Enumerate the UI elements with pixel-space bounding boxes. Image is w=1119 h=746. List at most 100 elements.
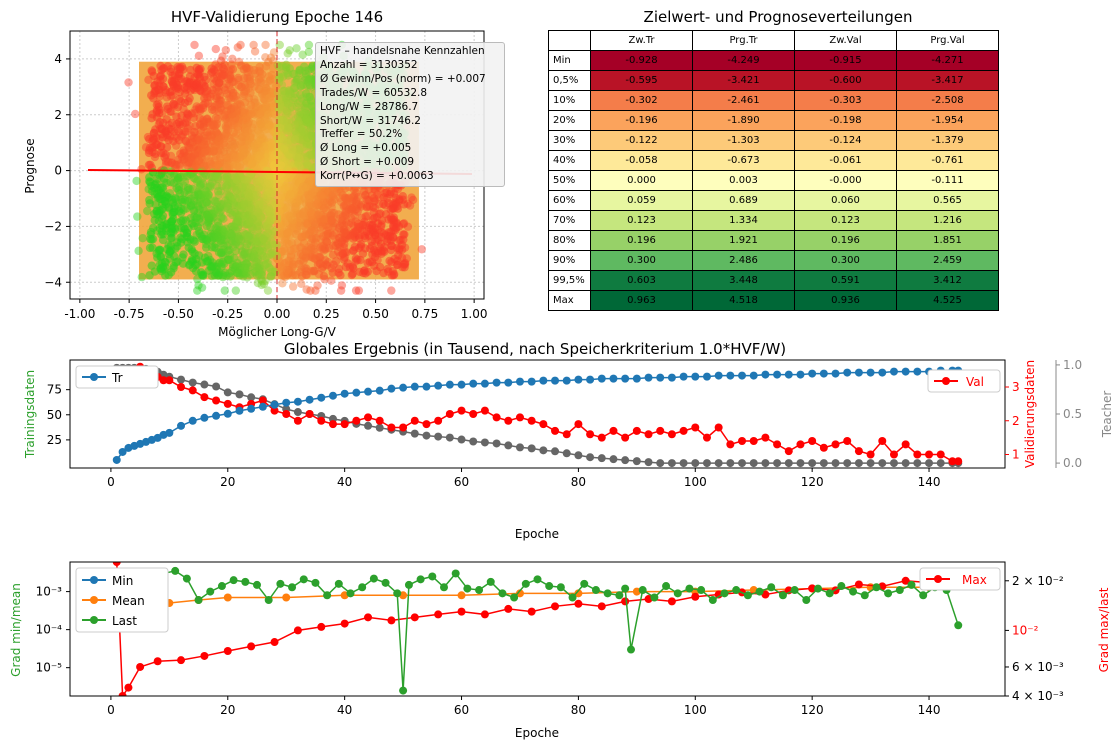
point-tr xyxy=(189,417,197,425)
point-last xyxy=(627,646,635,654)
tick-label: 80 xyxy=(571,703,586,717)
table-cell: -0.303 xyxy=(795,91,897,111)
table-cell: -4.271 xyxy=(897,51,999,71)
scatter-point xyxy=(182,137,190,145)
scatter-point xyxy=(267,272,275,280)
point-last xyxy=(276,580,284,588)
point-val xyxy=(598,434,606,442)
scatter-point xyxy=(197,232,205,240)
scatter-point xyxy=(234,216,242,224)
point-val xyxy=(282,410,290,418)
point-tr xyxy=(867,369,875,377)
scatter-point xyxy=(232,247,240,255)
scatter-point xyxy=(154,192,162,200)
scatter-point xyxy=(312,200,320,208)
table-header-row: Zw.Tr Prg.Tr Zw.Val Prg.Val xyxy=(549,31,999,51)
point-last xyxy=(908,581,916,589)
scatter-point xyxy=(245,232,253,240)
point-last xyxy=(417,575,425,583)
scatter-point xyxy=(284,71,292,79)
point-val xyxy=(551,427,559,435)
scatter-point xyxy=(216,104,224,112)
point-val xyxy=(633,427,641,435)
point-teacher xyxy=(785,459,793,467)
scatter-point xyxy=(230,208,238,216)
table-cell: -0.600 xyxy=(795,71,897,91)
point-val xyxy=(761,434,769,442)
table-row-label: 70% xyxy=(549,211,591,231)
tick-label: 10⁻⁴ xyxy=(36,623,63,637)
scatter-point xyxy=(250,66,258,74)
scatter-point xyxy=(303,159,311,167)
point-teacher xyxy=(750,459,758,467)
scatter-point xyxy=(159,64,167,72)
scatter-point xyxy=(317,191,325,199)
point-last xyxy=(709,596,717,604)
scatter-point xyxy=(202,171,210,179)
scatter-point xyxy=(368,221,376,229)
point-teacher xyxy=(645,458,653,466)
info-line: Short/W = 31746.2 xyxy=(320,115,500,129)
point-teacher xyxy=(761,459,769,467)
table-col-header: Prg.Tr xyxy=(693,31,795,51)
point-last xyxy=(183,575,191,583)
table-cell: 4.525 xyxy=(897,291,999,311)
legend-val-label: Val xyxy=(966,375,984,389)
point-val xyxy=(703,434,711,442)
tick-label: 10⁻³ xyxy=(36,585,63,599)
scatter-point xyxy=(256,130,264,138)
point-val xyxy=(469,410,477,418)
tick-label: 1.0 xyxy=(1063,358,1082,372)
table-cell: -0.124 xyxy=(795,131,897,151)
point-tr xyxy=(621,375,629,383)
legend-val: Val xyxy=(928,370,1000,392)
point-max xyxy=(387,616,395,624)
point-tr xyxy=(352,389,360,397)
table-col-header: Zw.Val xyxy=(795,31,897,51)
table-row-label: 80% xyxy=(549,231,591,251)
table-cell: -0.302 xyxy=(591,91,693,111)
point-teacher xyxy=(633,457,641,465)
scatter-point xyxy=(234,122,242,130)
scatter-point xyxy=(195,215,203,223)
scatter-point xyxy=(329,191,337,199)
table-cell: 0.123 xyxy=(591,211,693,231)
scatter-point xyxy=(244,127,252,135)
point-teacher xyxy=(796,459,804,467)
point-tr xyxy=(259,403,267,411)
scatter-yticks: 420−2−4 xyxy=(44,52,70,289)
scatter-point xyxy=(173,81,181,89)
point-teacher xyxy=(691,459,699,467)
gradient-chart: 0 20 40 60 80 100 120 14010⁻³10⁻⁴10⁻⁵2 × 10⁻²10… xyxy=(0,550,1119,746)
scatter-point xyxy=(164,271,172,279)
table-cell: 1.921 xyxy=(693,231,795,251)
scatter-point xyxy=(147,91,155,99)
table-col-header: Zw.Tr xyxy=(591,31,693,51)
point-max xyxy=(247,642,255,650)
scatter-point xyxy=(284,124,292,132)
scatter-point xyxy=(244,189,252,197)
point-val xyxy=(224,400,232,408)
point-last xyxy=(370,575,378,583)
point-mean xyxy=(224,593,232,601)
scatter-point xyxy=(333,239,341,247)
point-teacher xyxy=(680,459,688,467)
scatter-point xyxy=(213,198,221,206)
scatter-point xyxy=(275,96,283,104)
scatter-point xyxy=(383,188,391,196)
point-last xyxy=(487,578,495,586)
point-tr xyxy=(271,401,279,409)
table-cell: -0.061 xyxy=(795,151,897,171)
distribution-table: Zw.Tr Prg.Tr Zw.Val Prg.Val Min -0.928 -4.… xyxy=(548,30,999,311)
table-cell: 4.518 xyxy=(693,291,795,311)
point-val xyxy=(458,407,466,415)
scatter-point xyxy=(260,87,268,95)
scatter-point xyxy=(352,227,360,235)
point-teacher xyxy=(867,459,875,467)
point-last xyxy=(697,586,705,594)
point-tr xyxy=(469,380,477,388)
scatter-point xyxy=(302,285,310,293)
table-cell: 2.459 xyxy=(897,251,999,271)
point-last xyxy=(335,580,343,588)
scatter-point xyxy=(145,173,153,181)
